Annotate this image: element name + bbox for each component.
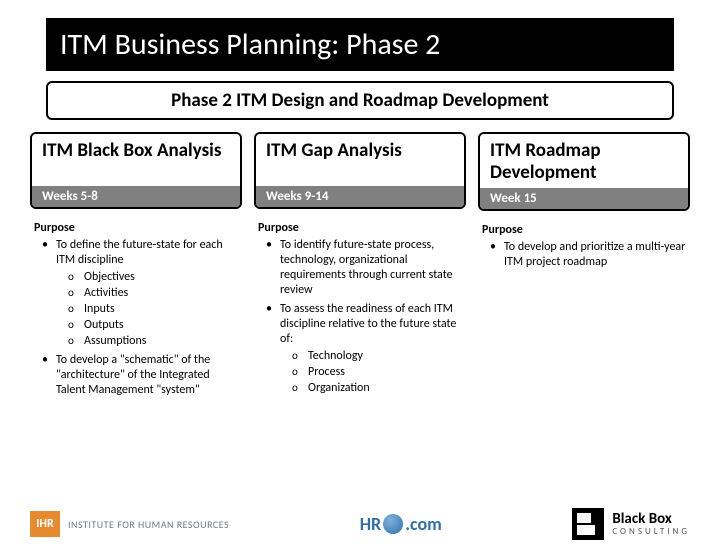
bullet-text: To identify future-state process, techno… [280,238,453,297]
column-roadmap: ITM Roadmap Development Week 15 Purpose … [478,132,690,402]
logo-hr: HR .com [360,513,442,535]
column-header: ITM Roadmap Development Week 15 [478,132,690,211]
column-title: ITM Roadmap Development [480,134,688,188]
sub-bullet: Activities [56,286,238,301]
purpose-block: Purpose To identify future-state process… [254,221,466,400]
ihr-mark-icon: IHR [30,511,60,537]
column-title: ITM Black Box Analysis [32,134,240,186]
sub-bullet: Organization [280,381,462,396]
footer-logos: IHR INSTITUTE FOR HUMAN RESOURCES HR .co… [30,508,690,540]
purpose-label: Purpose [258,221,462,236]
sub-bullet: Process [280,365,462,380]
purpose-block: Purpose To develop and prioritize a mult… [478,223,690,274]
logo-ihr: IHR INSTITUTE FOR HUMAN RESOURCES [30,511,229,537]
bullet: To develop and prioritize a multi-year I… [482,240,686,270]
sub-bullet: Outputs [56,318,238,333]
bullet: To identify future-state process, techno… [258,238,462,298]
hr-left: HR [360,513,382,535]
columns-container: ITM Black Box Analysis Weeks 5-8 Purpose… [30,132,690,402]
sub-bullet: Technology [280,349,462,364]
sub-bullet: Assumptions [56,334,238,349]
bullet: To define the future-state for each ITM … [34,238,238,349]
hr-right: .com [405,513,442,535]
column-gap-analysis: ITM Gap Analysis Weeks 9-14 Purpose To i… [254,132,466,402]
purpose-label: Purpose [34,221,238,236]
purpose-label: Purpose [482,223,686,238]
sub-bullet: Objectives [56,270,238,285]
column-header: ITM Gap Analysis Weeks 9-14 [254,132,466,209]
ihr-text: INSTITUTE FOR HUMAN RESOURCES [68,518,229,531]
sub-bullet: Inputs [56,302,238,317]
column-weeks: Week 15 [480,188,688,209]
bullet-text: To develop and prioritize a multi-year I… [504,240,685,269]
column-header: ITM Black Box Analysis Weeks 5-8 [30,132,242,209]
purpose-block: Purpose To define the future-state for e… [30,221,242,402]
column-black-box: ITM Black Box Analysis Weeks 5-8 Purpose… [30,132,242,402]
blackbox-line2: CONSULTING [612,527,690,536]
bullet: To develop a "schematic" of the "archite… [34,353,238,398]
bullet: To assess the readiness of each ITM disc… [258,302,462,396]
blackbox-text: Black Box CONSULTING [612,512,690,536]
globe-icon [383,514,403,534]
bullet-text: To define the future-state for each ITM … [56,238,223,267]
phase-subtitle: Phase 2 ITM Design and Roadmap Developme… [46,81,674,120]
column-title: ITM Gap Analysis [256,134,464,186]
bullet-text: To develop a "schematic" of the "archite… [56,353,210,397]
column-weeks: Weeks 5-8 [32,186,240,207]
bullet-text: To assess the readiness of each ITM disc… [280,302,456,346]
blackbox-mark-icon [572,508,604,540]
column-weeks: Weeks 9-14 [256,186,464,207]
logo-blackbox: Black Box CONSULTING [572,508,690,540]
blackbox-line1: Black Box [612,512,690,527]
page-title: ITM Business Planning: Phase 2 [46,18,674,71]
